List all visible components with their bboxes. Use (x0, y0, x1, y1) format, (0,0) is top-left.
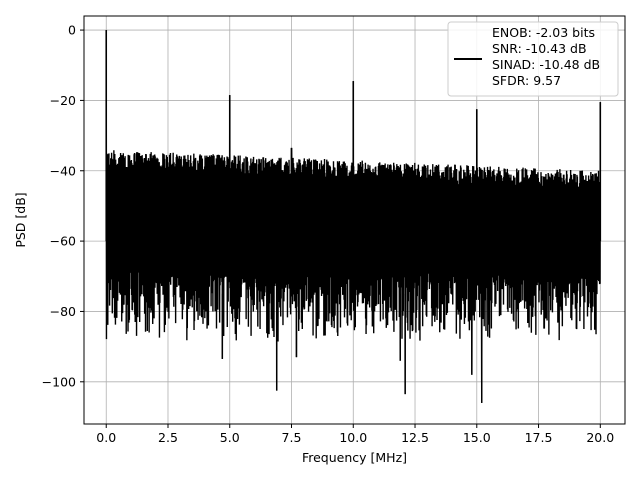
y-axis-label: PSD [dB] (13, 192, 28, 247)
y-tick-label: −60 (50, 234, 76, 249)
y-tick-label: −20 (50, 93, 76, 108)
y-tick-label: −40 (50, 163, 76, 178)
y-tick-label: −100 (42, 374, 76, 389)
x-axis-ticks: 0.0 2.5 5.0 7.5 10.0 12.5 15.0 17.5 20.0 (96, 424, 614, 445)
x-tick-label: 2.5 (158, 430, 178, 445)
legend-entry: SFDR: 9.57 (492, 73, 561, 88)
x-tick-label: 10.0 (339, 430, 367, 445)
legend-entry: ENOB: -2.03 bits (492, 25, 595, 40)
y-tick-label: 0 (68, 23, 76, 38)
y-axis-ticks: 0 −20 −40 −60 −80 −100 (42, 23, 84, 389)
x-tick-label: 17.5 (525, 430, 553, 445)
x-tick-label: 0.0 (96, 430, 116, 445)
x-tick-label: 7.5 (282, 430, 302, 445)
y-tick-label: −80 (50, 304, 76, 319)
psd-series (105, 30, 602, 403)
x-tick-label: 12.5 (401, 430, 429, 445)
legend-entry: SNR: -10.43 dB (492, 41, 587, 56)
x-axis-label: Frequency [MHz] (302, 450, 407, 465)
plot-frame (83, 15, 626, 425)
x-tick-label: 5.0 (220, 430, 240, 445)
x-tick-label: 20.0 (586, 430, 614, 445)
legend-entry: SINAD: -10.48 dB (492, 57, 600, 72)
legend-box (447, 21, 619, 97)
x-tick-label: 15.0 (463, 430, 491, 445)
